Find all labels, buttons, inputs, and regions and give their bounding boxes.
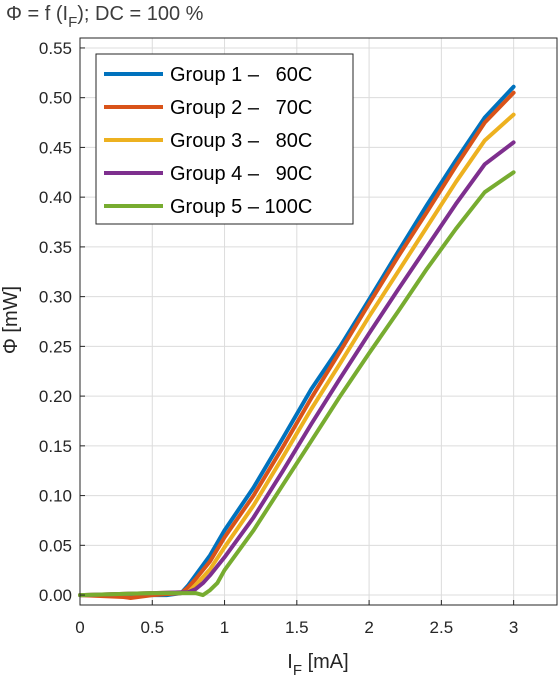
y-tick-label: 0.55	[39, 39, 72, 58]
x-tick-label: 1	[220, 618, 229, 637]
legend-label-group-2: Group 2 – 70C	[170, 97, 312, 119]
y-tick-label: 0.25	[39, 337, 72, 356]
ticks: 0 0.5 1 1.5 2 2.5 3 0.00 0.05 0.10 0.15 0.20 0.25 0.3…	[39, 39, 518, 637]
x-tick-label: 0.5	[140, 618, 164, 637]
series-line-group-4	[78, 140, 516, 598]
x-tick-label: 1.5	[285, 618, 309, 637]
y-axis-label: Φ [mW]	[0, 286, 22, 354]
legend-label-group-4: Group 4 – 90C	[170, 163, 312, 185]
x-tick-label: 0	[75, 618, 84, 637]
y-tick-label: 0.10	[39, 487, 72, 506]
y-tick-label: 0.35	[39, 238, 72, 257]
legend-label-group-1: Group 1 – 60C	[170, 64, 312, 86]
x-tick-label: 3	[509, 618, 518, 637]
plot-border	[79, 37, 558, 606]
y-tick-label: 0.20	[39, 387, 72, 406]
y-tick-label: 0.00	[39, 586, 72, 605]
x-tick-label: 2.5	[430, 618, 454, 637]
y-tick-label: 0.50	[39, 89, 72, 108]
legend-items: Group 1 – 60C Group 2 – 70C Group 3 – 80C G…	[104, 64, 312, 218]
x-tick-label: 2	[364, 618, 373, 637]
x-axis-label: IF [mA]	[287, 651, 348, 679]
y-tick-label: 0.05	[39, 536, 72, 555]
y-tick-label: 0.30	[39, 288, 72, 307]
y-tick-label: 0.15	[39, 437, 72, 456]
y-tick-label: 0.40	[39, 188, 72, 207]
legend: Group 1 – 60C Group 2 – 70C Group 3 – 80C G…	[95, 53, 354, 225]
y-tick-label: 0.45	[39, 138, 72, 157]
legend-label-group-5: Group 5 – 100C	[170, 196, 312, 218]
series-layer	[78, 84, 516, 600]
legend-label-group-3: Group 3 – 80C	[170, 130, 312, 152]
series-line-group-5	[78, 170, 516, 598]
chart-title: Φ = f (IF); DC = 100 %	[6, 3, 204, 31]
